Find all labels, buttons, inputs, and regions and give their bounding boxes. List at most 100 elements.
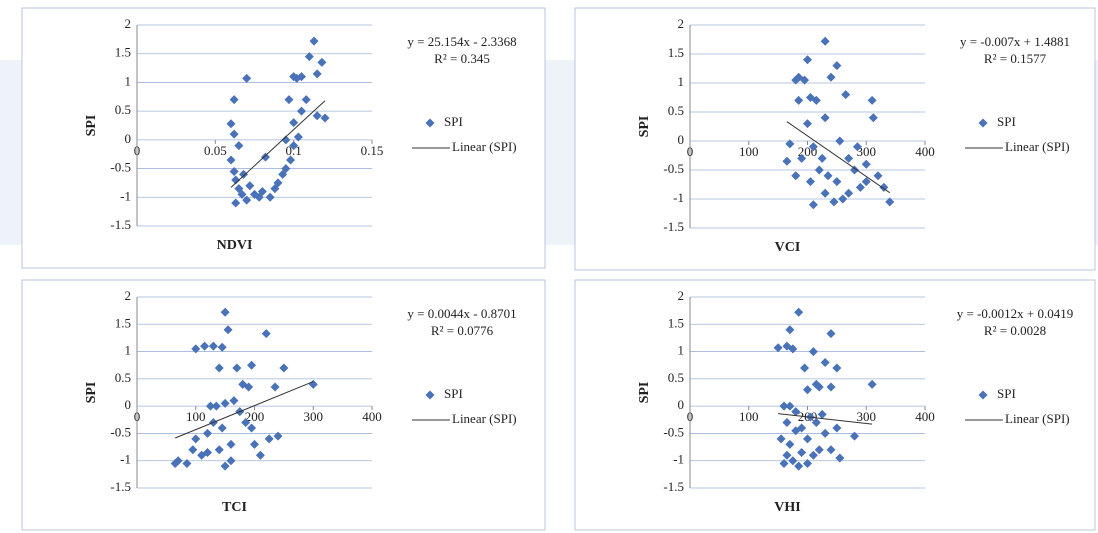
data-point (231, 198, 241, 208)
trendline-equation: y = 25.154x - 2.3368 (407, 34, 516, 49)
x-axis-label: VCI (775, 240, 801, 255)
trendline (786, 121, 891, 194)
y-tick-label: 1.5 (115, 315, 131, 330)
data-point (808, 450, 818, 460)
data-point (852, 142, 862, 152)
data-point (820, 428, 830, 438)
data-point (832, 363, 842, 373)
data-point (811, 95, 821, 105)
y-tick-label: 2 (678, 16, 685, 31)
y-tick-label: -1.5 (110, 479, 131, 494)
data-point (797, 448, 807, 458)
y-tick-label: -1.5 (110, 217, 131, 232)
trendline (778, 413, 873, 425)
y-axis-label: SPI (84, 115, 99, 137)
data-point (791, 426, 801, 436)
data-point (203, 428, 212, 438)
y-tick-label: -1 (120, 188, 131, 203)
y-tick-label: 0 (678, 397, 685, 412)
data-point (867, 95, 877, 105)
y-tick-label: -0.5 (663, 424, 684, 439)
trendline-r-squared: R² = 0.1577 (984, 51, 1047, 66)
data-point (873, 171, 883, 181)
data-point (814, 445, 824, 455)
y-tick-label: 0.5 (668, 370, 684, 385)
x-tick-label: 0 (134, 143, 141, 158)
data-point (229, 396, 239, 406)
data-point (782, 450, 792, 460)
data-point (808, 200, 818, 210)
data-point (281, 164, 291, 174)
data-point (785, 401, 795, 411)
trendline-equation: y = -0.0012x + 0.0419 (957, 306, 1074, 321)
data-point (776, 434, 786, 444)
data-point (242, 73, 252, 83)
y-axis-label: SPI (637, 382, 652, 404)
y-tick-label: 1 (125, 343, 132, 358)
data-point (257, 187, 267, 197)
data-point (191, 344, 201, 354)
data-point (234, 141, 244, 151)
y-tick-label: 2 (678, 288, 685, 303)
data-point (297, 106, 306, 116)
data-point (817, 409, 827, 419)
data-point (220, 307, 230, 317)
data-point (220, 461, 230, 471)
legend-label: SPI (444, 386, 463, 401)
trendline-r-squared: R² = 0.0028 (984, 323, 1046, 338)
data-point (826, 445, 836, 455)
y-tick-label: -1 (673, 452, 684, 467)
legend-label: Linear (SPI) (1005, 411, 1070, 426)
y-tick-label: -0.5 (663, 161, 684, 176)
y-tick-label: -1 (673, 190, 684, 205)
x-tick-label: 0.05 (204, 143, 227, 158)
data-point (200, 341, 210, 351)
trendline-r-squared: R² = 0.0776 (431, 323, 494, 338)
legend-label: SPI (997, 386, 1016, 401)
data-point (868, 113, 878, 123)
x-tick-label: 200 (245, 409, 265, 424)
data-point (779, 458, 789, 468)
data-point (808, 142, 818, 152)
data-point (835, 136, 845, 146)
data-point (773, 343, 783, 353)
panel-frame (574, 7, 1096, 271)
data-point (797, 153, 807, 163)
x-tick-label: 0 (687, 144, 694, 159)
data-point (205, 401, 215, 411)
data-point (800, 75, 810, 85)
data-point (250, 439, 259, 449)
legend-marker (978, 390, 988, 400)
data-point (226, 155, 236, 165)
data-point (241, 418, 251, 428)
y-tick-label: 0.5 (115, 102, 131, 117)
data-point (803, 55, 812, 65)
data-point (270, 382, 280, 392)
data-point (850, 431, 859, 441)
y-tick-label: -1.5 (663, 479, 684, 494)
data-point (226, 439, 236, 449)
data-point (782, 418, 792, 428)
data-point (814, 382, 824, 392)
data-point (232, 363, 242, 373)
x-axis-label: TCI (222, 500, 247, 515)
data-point (785, 139, 795, 149)
data-point (844, 188, 854, 198)
panel: 21.510.50-0.5-1-1.50 100 200 300 400VCISPIy … (574, 7, 1096, 271)
data-point (289, 118, 299, 128)
data-point (826, 329, 836, 339)
data-point (203, 448, 212, 458)
data-point (861, 159, 871, 169)
y-tick-label: -0.5 (110, 424, 131, 439)
data-point (814, 165, 824, 175)
data-point (289, 141, 299, 151)
data-point (312, 69, 322, 79)
legend-marker (425, 118, 435, 128)
y-tick-label: 1 (125, 73, 132, 88)
x-tick-label: 400 (362, 409, 382, 424)
data-point (794, 461, 804, 471)
data-point (223, 325, 233, 335)
y-axis-label: SPI (84, 382, 99, 404)
data-point (788, 344, 798, 354)
